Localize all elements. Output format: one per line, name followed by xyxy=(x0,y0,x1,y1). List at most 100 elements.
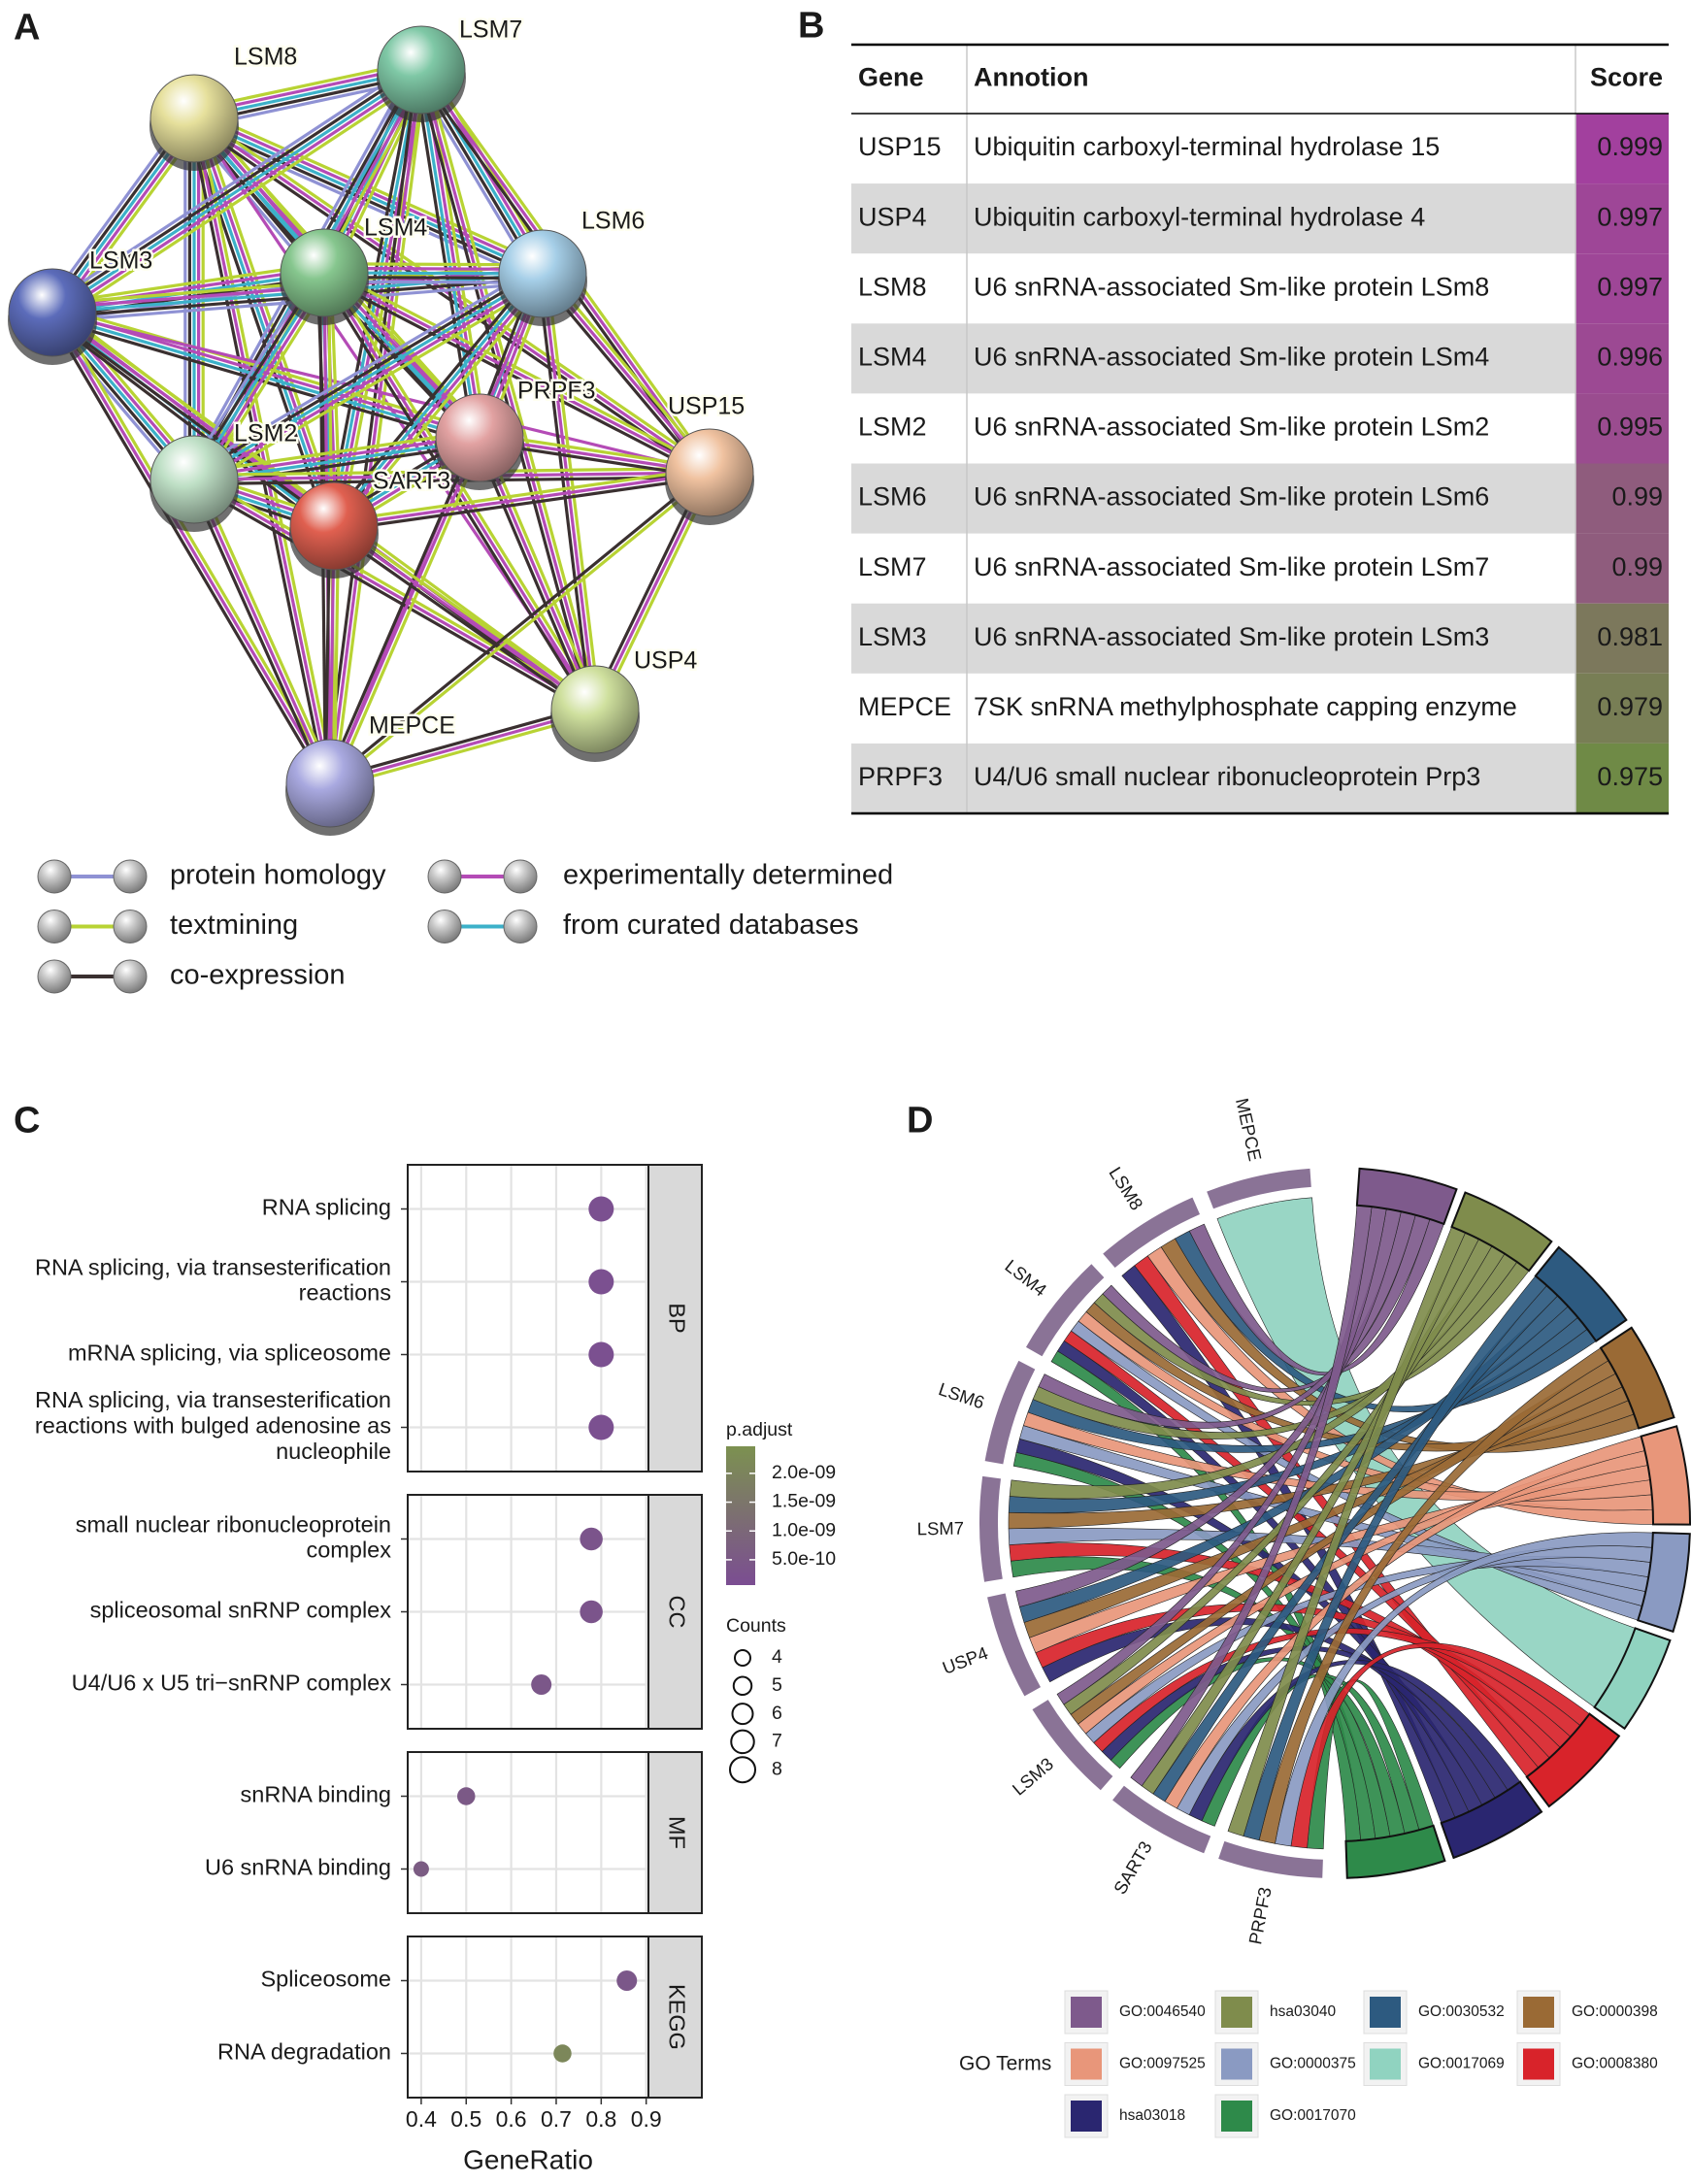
edge xyxy=(335,520,599,708)
gene-segment xyxy=(1032,1700,1113,1791)
cell: U6 snRNA-associated Sm-like protein LSm6 xyxy=(974,482,1489,512)
size-label: 7 xyxy=(772,1731,782,1752)
facet-label: BP xyxy=(664,1303,689,1333)
legend-swatch xyxy=(1071,2101,1102,2132)
gene-label: LSM7 xyxy=(917,1518,965,1539)
size-label: 4 xyxy=(772,1646,782,1668)
term-segment xyxy=(1637,1531,1691,1634)
y-tick-label: snRNA binding xyxy=(241,1782,391,1807)
x-tick-label: 0.7 xyxy=(541,2106,572,2132)
cell: LSM2 xyxy=(858,413,927,442)
node-label: LSM7 xyxy=(459,17,522,44)
edge xyxy=(193,116,711,475)
edge xyxy=(51,311,711,475)
legend-label: GO:0000398 xyxy=(1572,2003,1658,2020)
size-label: 5 xyxy=(772,1674,782,1696)
edge xyxy=(332,70,428,784)
edge xyxy=(190,118,334,528)
term-segment xyxy=(1640,1425,1691,1526)
score: 0.999 xyxy=(1597,132,1663,161)
cell: U6 snRNA-associated Sm-like protein LSm8 xyxy=(974,272,1489,301)
cell: LSM8 xyxy=(858,272,927,301)
edge xyxy=(193,478,596,711)
score-cell xyxy=(1575,743,1669,813)
legend-ball xyxy=(37,959,72,994)
cell: U6 snRNA-associated Sm-like protein LSm2 xyxy=(974,413,1489,442)
edge xyxy=(423,68,601,710)
panel-letter: B xyxy=(798,5,824,46)
edge xyxy=(193,272,544,481)
legend-label: GO:0017070 xyxy=(1270,2107,1356,2124)
gene-segment xyxy=(987,1593,1041,1697)
size-key xyxy=(730,1729,755,1755)
gene-label: LSM4 xyxy=(1001,1255,1050,1300)
header: Annotion xyxy=(974,63,1088,92)
cell: U4/U6 small nuclear ribonucleoprotein Pr… xyxy=(974,762,1480,791)
edge xyxy=(327,268,539,523)
legend-ball xyxy=(113,910,148,943)
legend-label: GO:0000375 xyxy=(1270,2056,1356,2072)
cell: 7SK snRNA methylphosphate capping enzyme xyxy=(974,692,1517,721)
edge xyxy=(50,262,323,306)
node-label: LSM2 xyxy=(234,420,297,447)
edge xyxy=(324,435,478,782)
edge xyxy=(197,109,547,268)
node xyxy=(435,393,524,482)
gene-segment xyxy=(1207,1168,1311,1209)
edge xyxy=(327,469,710,783)
cell: Ubiquitin carboxyl-terminal hydrolase 15 xyxy=(974,132,1440,161)
edge xyxy=(195,113,546,272)
node xyxy=(665,428,754,517)
dot xyxy=(616,1970,638,1991)
edge xyxy=(330,473,713,787)
colorbar-label: 1.5e-09 xyxy=(772,1491,836,1512)
facet-strip xyxy=(647,1751,703,1914)
legend-label: GO:0097525 xyxy=(1119,2056,1206,2072)
gene-label: PRPF3 xyxy=(1244,1885,1276,1945)
edge xyxy=(321,275,709,479)
node xyxy=(149,74,239,163)
term-segment xyxy=(1593,1627,1672,1731)
edge xyxy=(195,276,547,485)
x-tick-label: 0.9 xyxy=(631,2106,662,2132)
legend-label: experimentally determined xyxy=(563,860,893,891)
node-label: LSM3 xyxy=(89,248,152,275)
legend-label: GO:0008380 xyxy=(1572,2056,1658,2072)
legend-label: hsa03040 xyxy=(1270,2003,1336,2020)
score: 0.995 xyxy=(1597,413,1663,442)
node-label: LSM6 xyxy=(581,208,645,235)
row-band xyxy=(851,603,1575,674)
node xyxy=(550,665,640,754)
gene-label: LSM8 xyxy=(1105,1163,1147,1213)
node-label: LSM4 xyxy=(364,215,427,242)
legend-swatch xyxy=(1370,1997,1401,2028)
score: 0.997 xyxy=(1597,272,1663,301)
panel-letter: D xyxy=(907,1100,933,1141)
node xyxy=(149,435,239,524)
legend-ball xyxy=(427,859,462,894)
node xyxy=(285,739,375,828)
dot xyxy=(588,1269,614,1295)
score: 0.981 xyxy=(1597,622,1663,651)
edge xyxy=(47,316,331,533)
legend-swatch xyxy=(1370,2048,1401,2080)
facet-strip xyxy=(647,1936,703,2099)
score-cell xyxy=(1575,533,1669,604)
edge xyxy=(188,480,328,786)
edge xyxy=(419,69,597,711)
node-label: PRPF3 xyxy=(517,378,596,405)
legend-label: GO:0017069 xyxy=(1418,2056,1505,2072)
node-label: LSM8 xyxy=(234,44,297,71)
colorbar-label: 5.0e-10 xyxy=(772,1548,836,1570)
size-label: 8 xyxy=(772,1758,782,1779)
cell: USP4 xyxy=(858,202,927,231)
score-cell xyxy=(1575,114,1669,184)
edge xyxy=(333,524,596,711)
dot xyxy=(553,2044,572,2063)
edge xyxy=(190,481,594,715)
node xyxy=(280,228,369,317)
x-tick-label: 0.4 xyxy=(406,2106,437,2132)
gene-segment xyxy=(1112,1785,1211,1854)
dot xyxy=(588,1341,614,1368)
